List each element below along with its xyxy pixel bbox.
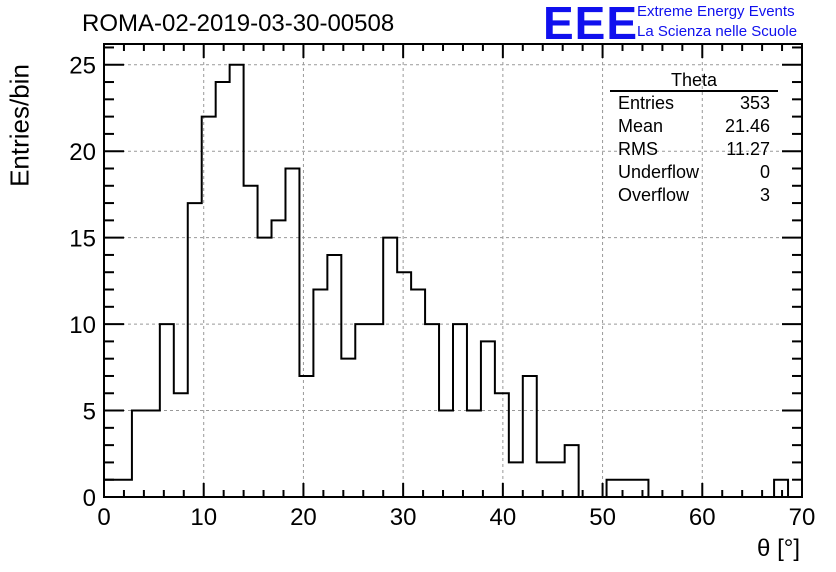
y-axis-label: Entries/bin [4,64,35,187]
histogram-bin [607,480,621,497]
histogram-bin [188,203,202,497]
stats-value: 353 [739,93,770,113]
histogram-bin [132,411,146,497]
histogram-bin [258,238,272,497]
y-tick-label: 5 [83,399,96,426]
stats-label: RMS [618,139,658,159]
y-tick-label: 15 [69,226,96,253]
x-tick-label: 0 [97,504,110,531]
stats-value: 11.27 [726,139,770,159]
stats-row-entries: Entries 353 [610,92,778,115]
histogram-bin [202,117,216,497]
x-tick-label: 60 [689,504,716,531]
y-tick-label: 25 [69,53,96,80]
histogram-bin [523,376,537,497]
histogram-series [103,63,802,498]
histogram-bin [104,480,118,497]
histogram-bin [481,341,495,497]
histogram-bin [244,186,258,497]
logo-subtitle-line2: La Scienza nelle Scuole [637,23,798,40]
histogram-bin [341,359,355,497]
histogram-bin [411,290,425,497]
histogram-bin [397,272,411,497]
histogram-bin [313,290,327,497]
histogram-bin [174,393,188,497]
histogram-bin [509,462,523,497]
histogram-bin [383,238,397,497]
run-title: ROMA-02-2019-03-30-00508 [82,10,395,37]
histogram-bin [216,82,230,497]
histogram-bin [285,168,299,497]
histogram-bin [439,411,453,497]
stats-box: Theta Entries 353 Mean 21.46 RMS 11.27 U… [610,70,778,207]
y-tick-label: 10 [69,312,96,339]
stats-row-mean: Mean 21.46 [610,115,778,138]
stats-title: Theta [610,70,778,92]
histogram-bin [327,255,341,497]
stats-value: 21.46 [724,116,770,136]
logo-subtitle-line1: Extreme Energy Events [637,3,795,20]
histogram-bin [495,393,509,497]
x-tick-label: 70 [789,504,816,531]
x-tick-label: 20 [290,504,317,531]
eee-logo: EEE [543,0,639,49]
x-tick-label: 30 [390,504,417,531]
stats-label: Underflow [618,162,700,182]
histogram-bin [272,220,286,497]
histogram-bin [467,411,481,497]
x-tick-label: 10 [190,504,217,531]
x-tick-label: 40 [490,504,517,531]
stats-row-underflow: Underflow 0 [610,161,778,184]
stats-label: Overflow [618,185,690,205]
stats-value: 0 [759,162,770,182]
stats-label: Entries [618,93,675,113]
x-axis-label: θ [°] [757,535,800,562]
stats-label: Mean [618,116,664,136]
histogram-bin [230,65,244,497]
stats-row-overflow: Overflow 3 [610,184,778,207]
plot-frame [103,43,803,498]
histogram-bin [299,376,313,497]
x-tick-label: 50 [589,504,616,531]
histogram-bin [146,411,160,497]
y-tick-label: 0 [83,485,96,512]
y-tick-label: 20 [69,139,96,166]
stats-row-rms: RMS 11.27 [610,138,778,161]
histogram-bin [565,445,579,497]
stats-value: 3 [759,185,770,205]
